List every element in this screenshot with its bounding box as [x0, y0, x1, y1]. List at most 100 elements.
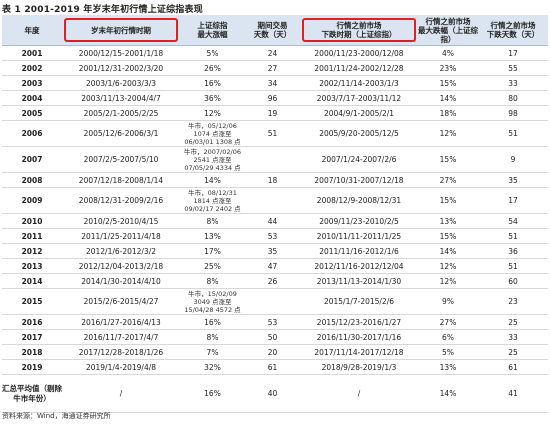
max-drop-cell: 12%	[418, 120, 478, 147]
period-cell: 2007/12/18-2008/1/14	[62, 172, 180, 188]
max-drop-cell: 9%	[418, 288, 478, 315]
year-cell: 2011	[2, 228, 62, 244]
max-rise-cell: 25%	[180, 258, 245, 274]
days-cell: 35	[245, 243, 300, 259]
max-drop-cell: 12%	[418, 258, 478, 274]
period-cell: 2003/1/6-2003/3/3	[62, 75, 180, 91]
days-cell: 51	[245, 120, 300, 147]
days-cell: 96	[245, 90, 300, 106]
days-cell: 50	[245, 329, 300, 345]
year-cell: 2012	[2, 243, 62, 259]
header-max-rise: 上证综指 最大涨幅	[180, 15, 245, 46]
table-row: 2002 2001/12/31-2002/3/20 26% 27 2001/11/24-…	[2, 60, 548, 76]
summary-row: 汇总平均值（剔除牛市年份）/16% 40/14% 41	[2, 374, 548, 413]
drop-days-cell: 54	[478, 213, 548, 229]
max-drop-cell: 13%	[418, 213, 478, 229]
days-cell: 47	[245, 258, 300, 274]
prior-period-cell: 2015/1/7-2015/2/6	[300, 288, 418, 315]
header-period: 岁末年初行情时期	[62, 15, 180, 46]
prior-period-cell: 2009/11/23-2010/2/5	[300, 213, 418, 229]
drop-days-cell: 51	[478, 228, 548, 244]
drop-days-cell: 51	[478, 258, 548, 274]
year-cell: 2013	[2, 258, 62, 274]
table-row: 2014 2014/1/30-2014/4/10 8% 26 2013/11/13-20…	[2, 273, 548, 289]
max-drop-cell: 5%	[418, 344, 478, 360]
period-cell: 2005/2/1-2005/2/25	[62, 105, 180, 121]
period-cell: 2015/2/6-2015/4/27	[62, 288, 180, 315]
prior-period-cell: 2007/10/31-2007/12/18	[300, 172, 418, 188]
drop-days-cell: 61	[478, 359, 548, 375]
table-row: 2012 2012/1/6-2012/3/2 17% 35 2011/11/16-201…	[2, 243, 548, 259]
period-cell: 2016/11/7-2017/4/7	[62, 329, 180, 345]
header-row: 年度 岁末年初行情时期 上证综指 最大涨幅 期间交易 天数（天） 行情之前市场 …	[2, 15, 548, 46]
max-drop-cell: 15%	[418, 146, 478, 173]
prior-period-cell: 2015/12/23-2016/1/27	[300, 314, 418, 330]
max-drop-cell: 15%	[418, 228, 478, 244]
drop-days-cell: 9	[478, 146, 548, 173]
year-cell: 2017	[2, 329, 62, 345]
max-drop-cell: 6%	[418, 329, 478, 345]
max-drop-cell: 15%	[418, 75, 478, 91]
year-cell: 2006	[2, 120, 62, 147]
prior-period-cell: 2008/12/9-2008/12/31	[300, 187, 418, 214]
bull-note-cell: 牛市，05/12/06 1074 点涨至 06/03/01 1308 点	[180, 120, 245, 147]
days-cell: 53	[245, 314, 300, 330]
prior-period-cell: 2010/11/11-2011/1/25	[300, 228, 418, 244]
summary-prior-period-cell: /	[300, 374, 418, 413]
days-cell	[245, 146, 300, 173]
summary-days-cell: 40	[245, 374, 300, 413]
table-row: 2010 2010/2/5-2010/4/15 8% 44 2009/11/23-201…	[2, 213, 548, 229]
drop-days-cell: 80	[478, 90, 548, 106]
header-prior-days: 行情之前市场 下跌天数（天）	[478, 15, 548, 46]
bull-note-cell: 牛市，15/02/09 3049 点涨至 15/04/28 4572 点	[180, 288, 245, 315]
max-rise-cell: 17%	[180, 243, 245, 259]
year-cell: 2019	[2, 359, 62, 375]
year-cell: 2004	[2, 90, 62, 106]
max-drop-cell: 23%	[418, 60, 478, 76]
drop-days-cell: 55	[478, 60, 548, 76]
max-drop-cell: 18%	[418, 105, 478, 121]
year-cell: 2005	[2, 105, 62, 121]
prior-period-cell: 2012/11/16-2012/12/04	[300, 258, 418, 274]
year-cell: 2010	[2, 213, 62, 229]
summary-rise-cell: 16%	[180, 374, 245, 413]
days-cell: 26	[245, 273, 300, 289]
prior-period-cell: 2016/11/30-2017/1/16	[300, 329, 418, 345]
period-cell: 2017/12/28-2018/1/26	[62, 344, 180, 360]
period-cell: 2007/2/5-2007/5/10	[62, 146, 180, 173]
max-rise-cell: 7%	[180, 344, 245, 360]
year-cell: 2015	[2, 288, 62, 315]
max-rise-cell: 16%	[180, 75, 245, 91]
max-drop-cell: 15%	[418, 187, 478, 214]
max-drop-cell: 4%	[418, 45, 478, 61]
prior-period-cell: 2002/11/14-2003/1/3	[300, 75, 418, 91]
table-row: 2005 2005/2/1-2005/2/25 12% 19 2004/9/1-2005…	[2, 105, 548, 121]
drop-days-cell: 60	[478, 273, 548, 289]
market-table: 年度 岁末年初行情时期 上证综指 最大涨幅 期间交易 天数（天） 行情之前市场 …	[2, 15, 548, 413]
period-cell: 2012/1/6-2012/3/2	[62, 243, 180, 259]
days-cell: 20	[245, 344, 300, 360]
period-cell: 2014/1/30-2014/4/10	[62, 273, 180, 289]
year-cell: 2009	[2, 187, 62, 214]
year-cell: 2003	[2, 75, 62, 91]
drop-days-cell: 36	[478, 243, 548, 259]
period-cell: 2016/1/27-2016/4/13	[62, 314, 180, 330]
prior-period-cell: 2000/11/23-2000/12/08	[300, 45, 418, 61]
days-cell: 61	[245, 359, 300, 375]
max-rise-cell: 14%	[180, 172, 245, 188]
table-row: 2017 2016/11/7-2017/4/7 8% 50 2016/11/30-201…	[2, 329, 548, 345]
year-cell: 2014	[2, 273, 62, 289]
table-title: 表 1 2001-2019 年岁末年初行情上证综指表现	[2, 5, 203, 15]
prior-period-cell: 2003/7/17-2003/11/12	[300, 90, 418, 106]
table-row: 2018 2017/12/28-2018/1/26 7% 20 2017/11/14-2…	[2, 344, 548, 360]
table-row: 2011 2011/1/25-2011/4/18 13% 53 2010/11/11-2…	[2, 228, 548, 244]
prior-period-cell: 2011/11/16-2012/1/6	[300, 243, 418, 259]
summary-label-cell: 汇总平均值（剔除牛市年份）	[2, 374, 62, 413]
period-cell: 2008/12/31-2009/2/16	[62, 187, 180, 214]
max-drop-cell: 12%	[418, 273, 478, 289]
max-rise-cell: 5%	[180, 45, 245, 61]
summary-drop-cell: 14%	[418, 374, 478, 413]
table-row: 2006 2005/12/6-2006/3/1 牛市，05/12/06 1074 点…	[2, 120, 548, 147]
drop-days-cell: 98	[478, 105, 548, 121]
max-rise-cell: 13%	[180, 228, 245, 244]
